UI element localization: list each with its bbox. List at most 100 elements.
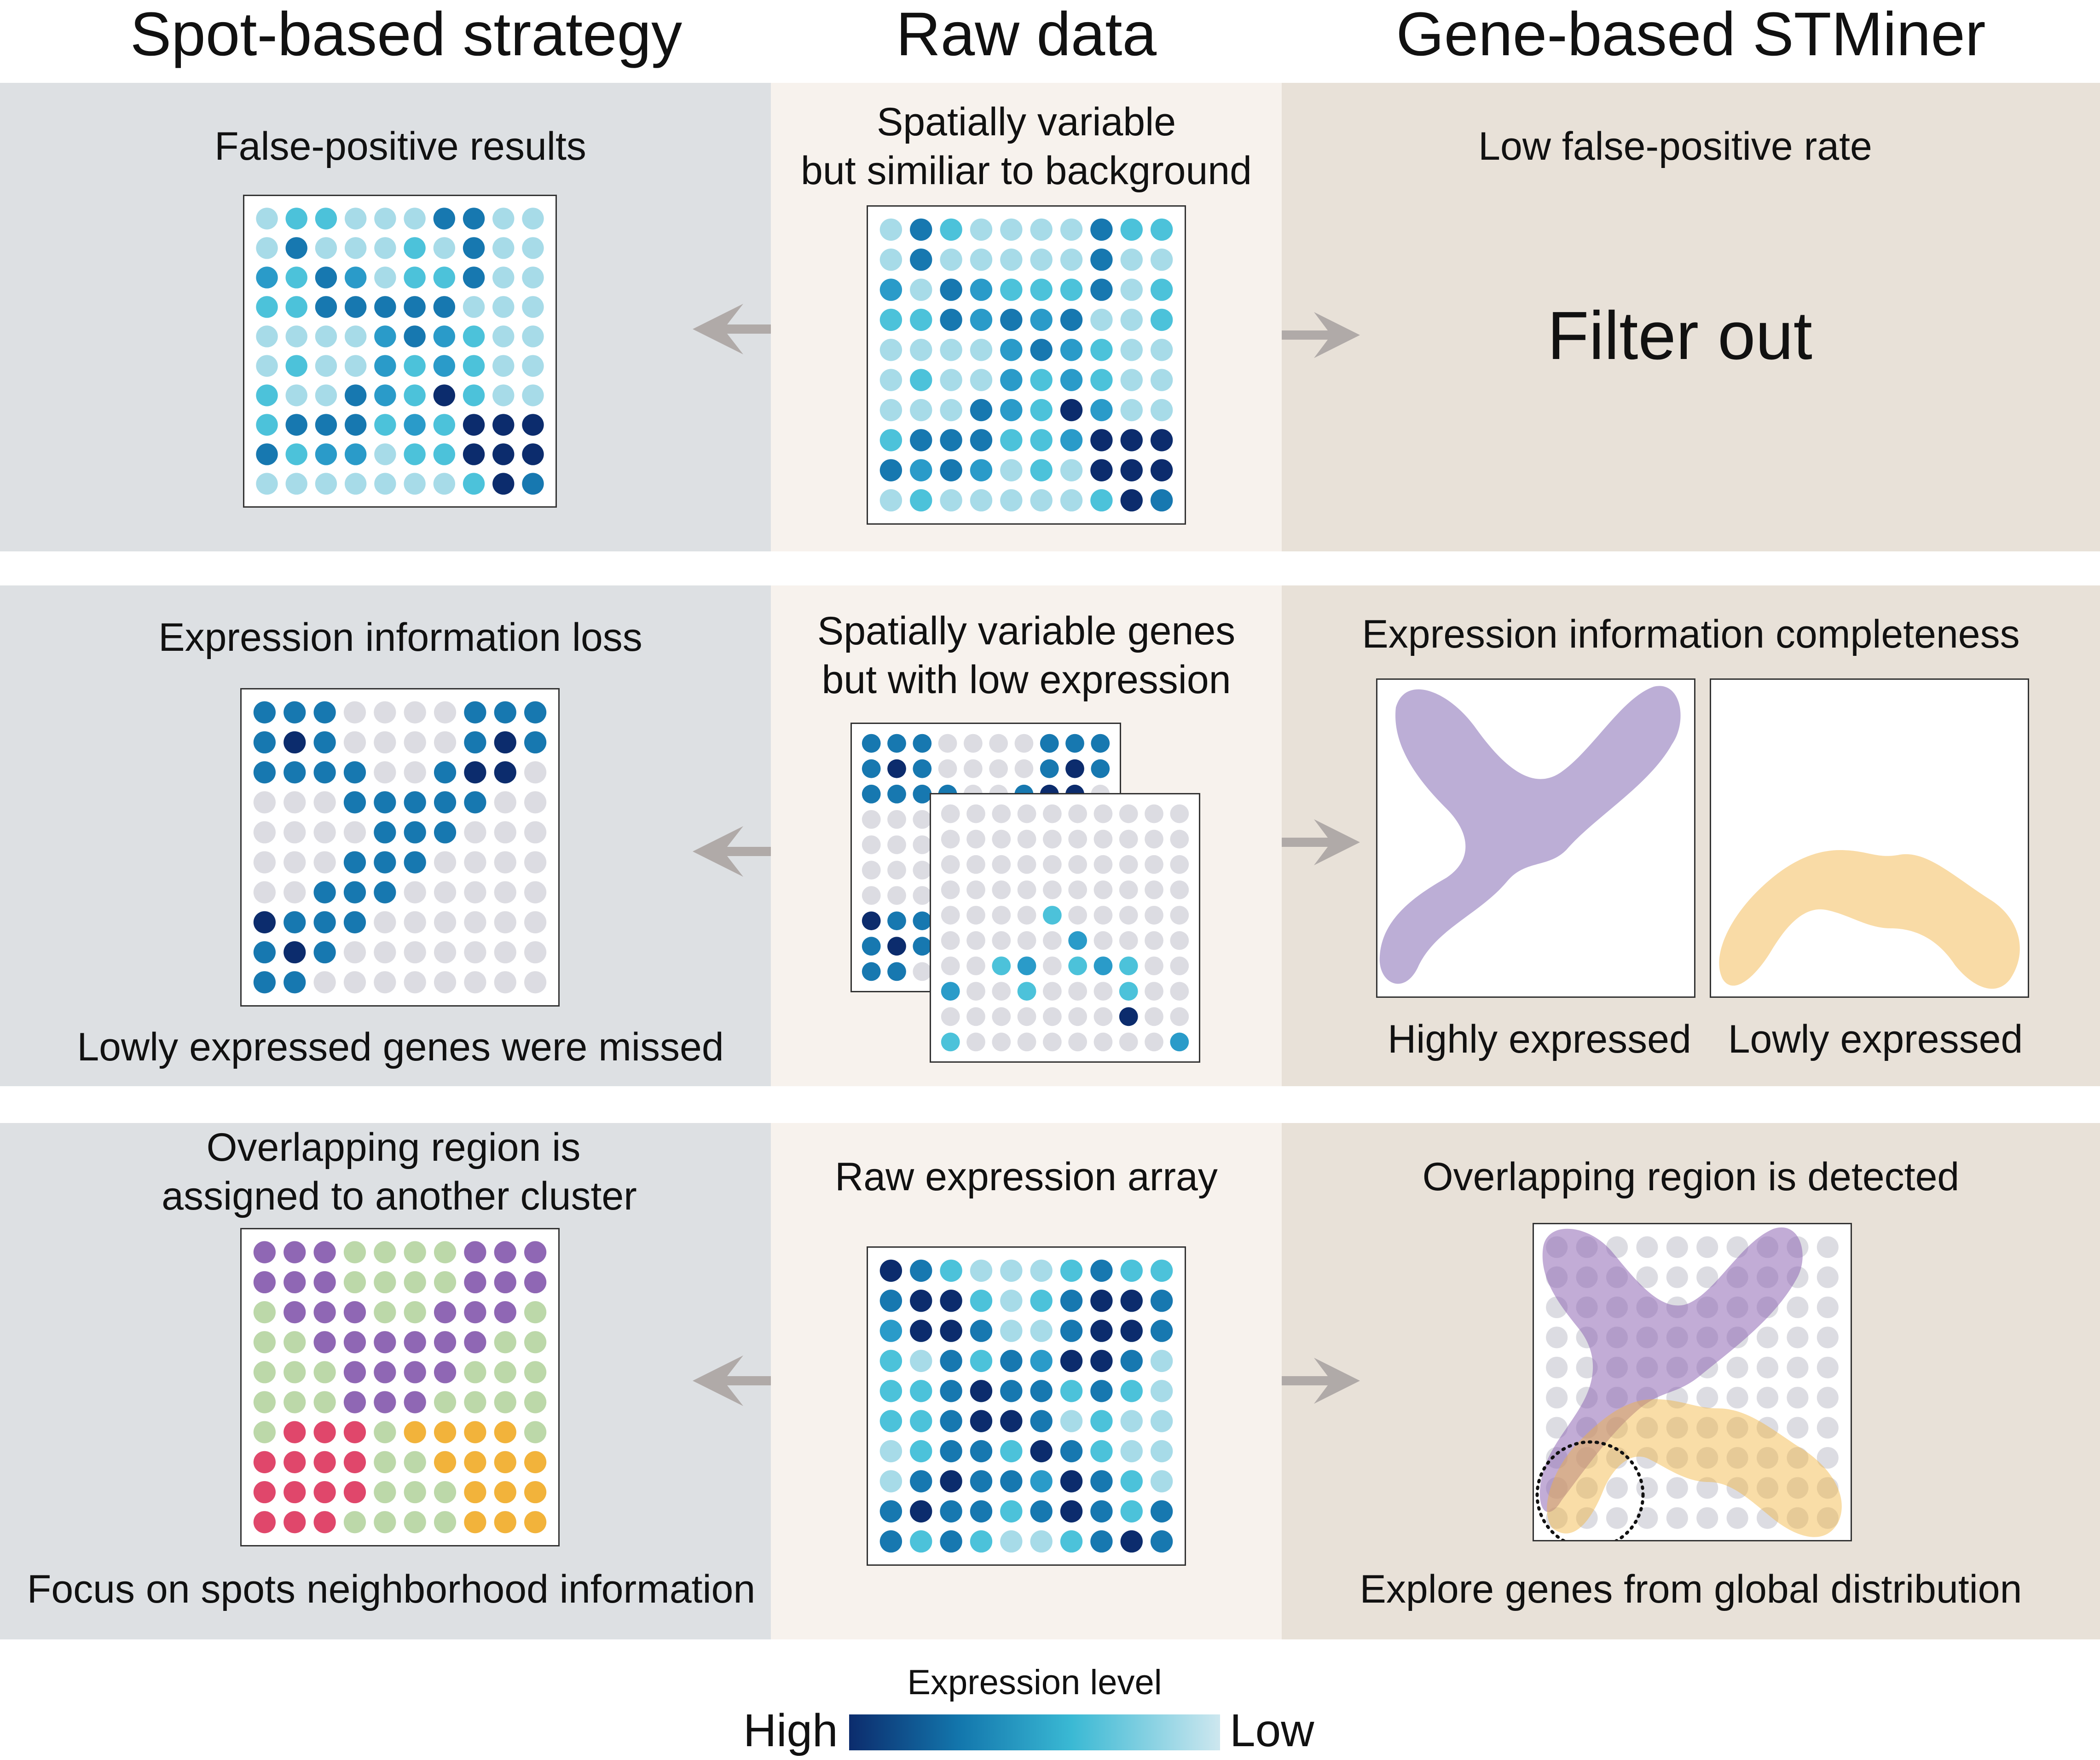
spot — [343, 971, 366, 994]
spot — [970, 1440, 993, 1463]
spot — [1756, 1477, 1779, 1499]
spot — [1093, 1032, 1113, 1052]
spot — [1091, 734, 1110, 753]
spot — [1145, 906, 1163, 925]
spot — [910, 1320, 932, 1342]
spot — [433, 473, 456, 495]
spot — [464, 1331, 486, 1354]
spot — [1090, 489, 1113, 512]
spot — [464, 881, 486, 903]
spot — [1060, 1320, 1083, 1342]
spot — [966, 906, 985, 925]
spot — [434, 1331, 457, 1354]
spot — [966, 931, 985, 950]
spot — [374, 1481, 396, 1504]
spot — [434, 1391, 457, 1413]
spot — [285, 266, 307, 289]
spot — [494, 881, 516, 903]
spot — [374, 1511, 396, 1534]
spot — [1120, 1320, 1143, 1342]
spot — [1090, 308, 1113, 331]
spot — [313, 1271, 336, 1294]
spot — [910, 308, 932, 331]
spot — [1120, 218, 1143, 241]
spot — [464, 1451, 486, 1474]
spot — [1817, 1387, 1839, 1409]
spot — [464, 1481, 486, 1504]
spot — [1060, 399, 1083, 422]
spot — [970, 1349, 993, 1372]
spot — [374, 237, 396, 259]
spot — [492, 473, 515, 495]
spot — [404, 443, 426, 465]
spot — [315, 443, 337, 465]
spot — [910, 1290, 932, 1312]
spot — [492, 355, 515, 377]
spot — [1170, 855, 1189, 874]
spot — [862, 810, 881, 829]
spot — [887, 734, 906, 753]
spot — [966, 1032, 985, 1052]
spot — [1817, 1236, 1839, 1258]
spot — [1030, 1500, 1053, 1523]
spot — [344, 443, 367, 465]
spot — [434, 731, 457, 754]
spot — [940, 369, 962, 391]
spot — [966, 829, 985, 849]
spot — [1060, 308, 1083, 331]
spot — [1150, 1290, 1173, 1312]
spot — [434, 1451, 457, 1474]
row2-middle-label-2: but with low expression — [821, 658, 1231, 702]
column-title-raw-data: Raw data — [896, 0, 1157, 69]
spot — [1119, 931, 1138, 950]
spot — [1093, 880, 1113, 899]
spot — [494, 821, 516, 844]
cluster-assignment-spot-grid — [240, 1228, 560, 1546]
spot — [1030, 1290, 1053, 1312]
spot — [879, 369, 902, 391]
spot — [463, 414, 485, 436]
spot — [1119, 982, 1138, 1001]
spot — [910, 1470, 932, 1493]
spot — [524, 791, 547, 814]
spot — [1030, 1440, 1053, 1463]
arrow-left-row2 — [693, 819, 771, 884]
spot — [434, 851, 457, 874]
spot — [313, 821, 336, 844]
spot — [1042, 906, 1062, 925]
spot — [433, 384, 456, 406]
spot — [374, 384, 396, 406]
spot — [374, 731, 396, 754]
spot — [963, 759, 983, 778]
spot — [1090, 278, 1113, 301]
spot — [1030, 1349, 1053, 1372]
spot — [1042, 855, 1062, 874]
spot — [522, 443, 544, 465]
spot — [940, 1440, 962, 1463]
spot — [433, 237, 456, 259]
spot — [1065, 734, 1084, 753]
spot — [464, 941, 486, 964]
spot — [1150, 1380, 1173, 1402]
spot — [992, 829, 1011, 849]
spot — [913, 886, 932, 905]
spot — [343, 1391, 366, 1413]
spot — [992, 1032, 1011, 1052]
spot — [1546, 1356, 1568, 1378]
spot — [1696, 1447, 1718, 1469]
legend-high-label: High — [743, 1705, 838, 1756]
lowly-expressed-caption: Lowly expressed — [1728, 1017, 2023, 1061]
spot — [913, 759, 932, 778]
spot — [1093, 982, 1113, 1001]
spot — [463, 237, 485, 259]
spot — [1119, 829, 1138, 849]
spot — [374, 821, 396, 844]
spot — [970, 429, 993, 452]
spot — [522, 325, 544, 347]
spot — [887, 911, 906, 931]
spot — [1120, 399, 1143, 422]
spot — [374, 1361, 396, 1384]
spot — [1093, 804, 1113, 823]
spot — [1060, 249, 1083, 271]
spot — [343, 1511, 366, 1534]
